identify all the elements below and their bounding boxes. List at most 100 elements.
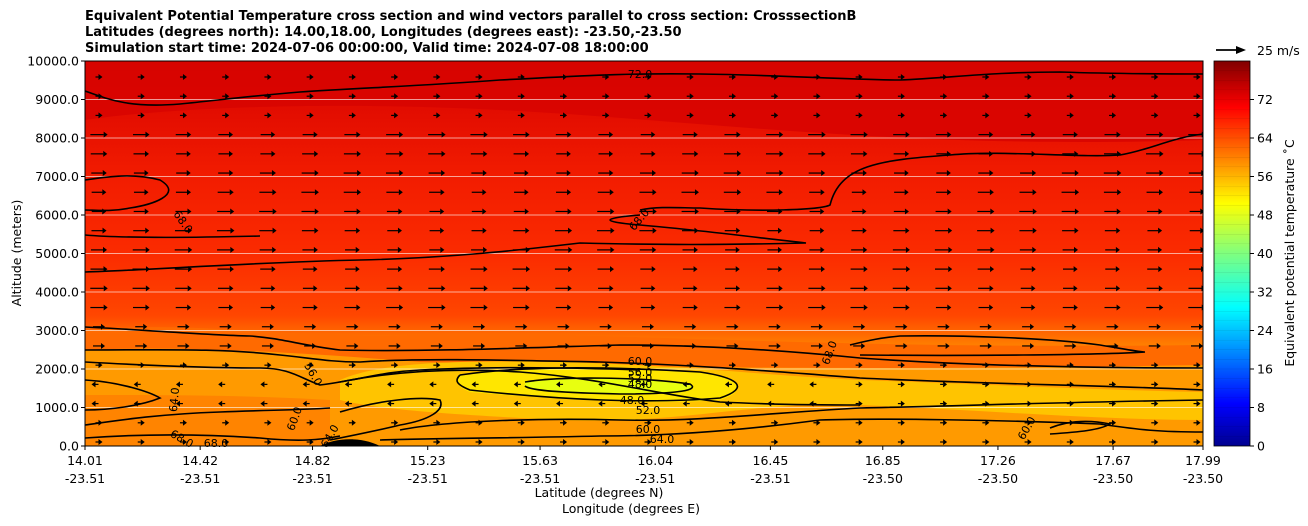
x-tick-label-lat: 17.26 [980,453,1016,468]
wind-arrow [1104,208,1121,215]
wind-arrow [940,362,948,369]
wind-arrow [428,304,446,311]
wind-arrow [556,189,572,196]
contour-line-48-a [456,367,739,402]
wind-arrow [264,112,272,119]
wind-arrow [1020,131,1036,138]
wind-arrow [935,285,952,292]
wind-arrow [386,208,403,215]
y-axis: 0.0 1000.0 2000.0 3000.0 4000.0 5000.0 6000.0 7… [27,54,85,454]
wind-arrow [471,227,487,234]
wind-arrow [724,208,741,215]
wind-arrow [597,208,615,215]
wind-arrow [555,304,572,311]
wind-arrow [177,342,190,349]
wind-arrow [897,400,905,407]
wind-arrow [222,74,230,80]
wind-arrow [175,189,191,196]
wind-arrow [893,131,910,138]
wind-arrow [132,131,150,138]
wind-arrow [429,208,445,215]
wind-arrow [1109,112,1117,119]
wind-arrow [767,400,775,407]
wind-arrow [216,227,235,234]
wind-arrow [724,131,741,138]
colorbar-tick-label: 16 [1257,362,1273,377]
wind-arrow [513,131,530,138]
wind-arrow [344,400,352,407]
wind-arrow [1109,439,1117,445]
wind-arrow [90,304,108,311]
wind-arrow [598,131,614,138]
wind-arrow [1104,227,1121,234]
wind-arrow [855,400,863,407]
wind-arrow [808,304,826,311]
wind-arrow [385,150,404,157]
wind-arrow [133,381,141,388]
wind-arrow [517,439,525,445]
wind-arrow [771,74,779,80]
wind-arrow [513,400,521,407]
chart-title-line-1: Equivalent Potential Temperature cross s… [85,9,857,24]
wind-arrow [470,304,488,311]
wind-arrow [723,150,741,157]
wind-arrow [91,227,107,234]
wind-arrow [728,362,736,369]
wind-arrow [218,400,226,407]
wind-arrow [808,131,826,138]
wind-arrow [725,246,740,253]
wind-arrow [597,246,615,253]
wind-arrow [728,74,736,80]
wind-arrow [897,74,905,80]
wind-arrow [95,439,103,445]
contour-line-60 [85,348,1203,391]
wind-arrow [982,439,990,445]
wind-arrow [259,246,277,253]
wind-arrow [771,93,779,100]
wind-arrow [1024,381,1032,388]
wind-arrow [644,112,652,119]
wind-arrow [346,342,359,349]
wind-arrow [1062,150,1079,157]
wind-arrow [387,266,403,273]
wind-arrow [306,93,314,100]
wind-arrow [1104,131,1121,138]
wind-arrow [686,93,694,100]
wind-arrow [813,112,821,119]
wind-arrow [767,381,775,388]
wind-arrow [345,266,360,273]
contour-label: 68.0 [204,437,229,450]
wind-arrow [728,419,736,426]
wind-arrow [557,323,570,330]
wind-arrow [940,74,948,80]
wind-arrow [894,170,909,177]
wind-arrow [471,400,479,407]
wind-arrow [175,131,192,138]
wind-arrow [179,93,187,100]
wind-arrow [386,304,404,311]
y-tick-label: 6000.0 [35,208,79,223]
contour-lines [85,71,1203,441]
wind-arrow [1024,419,1032,426]
wind-arrow [940,112,948,119]
x-tick-label-lat: 17.99 [1185,453,1221,468]
y-tick-label: 1000.0 [35,400,79,415]
wind-arrow [433,439,441,445]
wind-arrow [1189,227,1203,234]
wind-arrow [1066,112,1074,119]
wind-arrow [259,170,276,177]
wind-arrow [302,246,318,253]
wind-arrow [430,323,443,330]
wind-arrow [344,381,352,388]
wind-arrow [429,381,437,388]
wind-arrow [977,246,995,253]
wind-arrow [470,150,488,157]
wind-arrow [306,74,314,80]
wind-arrow [301,189,319,196]
wind-arrow [260,150,276,157]
wind-arrow [1151,112,1159,119]
wind-arrow [813,419,821,426]
wind-arrow [471,170,487,177]
contour-label: 52.0 [636,404,661,417]
wind-arrow [813,362,821,369]
